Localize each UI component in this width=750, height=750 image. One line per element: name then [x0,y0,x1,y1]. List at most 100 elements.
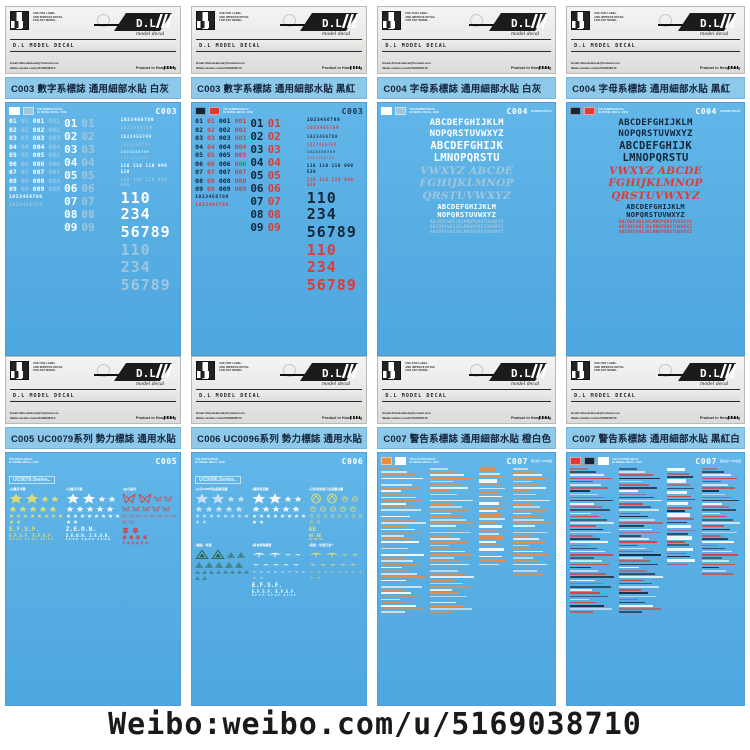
triangle-emblem-icon [244,570,250,574]
product-card-c005[interactable]: USE FOR LABEL. AND IMPROVE DETAIL FOR AN… [0,350,186,706]
color-swatch [9,107,20,115]
wing-emblem-icon [284,553,292,557]
decal-sheet-preview[interactable]: THE CAUTION DECAL DL MODEL DECAL. C007 C0… [566,452,745,706]
caution-line [512,499,550,502]
brand-name: D.L MODEL DECAL [199,392,261,399]
svg-text:model decal: model decal [136,381,165,387]
caution-line [429,563,470,566]
decal-sheet-preview[interactable]: THE NUMBER DECAL DL MODEL DECAL. C004 C00… [566,102,745,356]
caution-column [570,468,616,614]
wing-emblem-icon [358,571,363,574]
product-title: C004 字母系標誌 通用細部水貼 黑紅 [566,77,745,99]
product-card-c006[interactable]: USE FOR LABEL. AND IMPROVE DETAIL FOR AN… [186,350,372,706]
dl-model-decal-logo: D.L model decal [467,359,553,389]
zeon-emblem-icon [9,520,14,524]
wing-emblem-icon [269,552,281,558]
zeon-emblem-icon [65,520,71,524]
caution-line [667,495,692,498]
caution-line [570,522,615,524]
contact-email: Email:dlmodeldecal@hotmail.com [10,61,59,66]
caution-line [618,550,654,553]
force-emblem-icon [132,506,141,512]
dl-model-decal-logo: D.L model decal [656,9,742,39]
caution-line [618,601,646,604]
caution-line [701,528,731,531]
caution-line [570,605,605,607]
caution-line [381,499,425,502]
anaheim-badge-icon [339,506,346,512]
caution-line [429,570,459,572]
caution-line [381,554,424,556]
contact-weibo: Weibo:weibo.com/u/5169038710 [196,415,242,420]
wing-emblem-icon [325,552,338,558]
caution-line [618,560,651,563]
qr-code-icon [571,11,591,30]
svg-text:model decal: model decal [322,31,351,37]
decal-sheet-preview[interactable]: THE NUMBER DECAL DL MODEL DECAL. C003 C00… [191,102,368,356]
caution-line [570,595,608,598]
decal-number-row: 09 09 009 009 [195,185,247,193]
decal-sheet-preview[interactable]: THE FORCE DECAL DL MODEL DECAL. C005 C005… [5,452,182,706]
caution-line [701,471,725,473]
contact-weibo: Weibo:weibo.com/u/5169038710 [571,65,617,70]
caution-line [701,560,729,563]
triangle-emblem-icon [195,562,204,568]
decal-sheet-preview[interactable]: THE CAUTION DECAL DL MODEL DECAL. C007 C0… [377,452,557,706]
decal-number-row: 05 05 005 005 [195,151,247,159]
product-card-c003-black-red[interactable]: USE FOR LABEL. AND IMPROVE DETAIL FOR AN… [186,0,372,356]
zeon-emblem-icon [282,506,290,512]
caution-line [618,585,660,588]
decal-sheet-preview[interactable]: THE FORCE DECAL DL MODEL DECAL. C006 C006… [191,452,368,706]
caution-line [478,487,506,490]
contact-info: Email:dlmodeldecal@hotmail.com Weibo:weib… [571,61,620,70]
contact-weibo: Weibo:weibo.com/u/5169038710 [382,65,428,70]
decal-digit-strip: 1023456789 [306,118,341,123]
caution-block [478,502,500,506]
zeon-emblem-icon [29,506,37,512]
brand-name: D.L MODEL DECAL [574,392,636,399]
caution-line [381,566,402,569]
caution-line [512,550,543,553]
decal-big-number: 110 234 [306,241,337,276]
caution-line [570,503,595,505]
product-card-c003-white-grey[interactable]: USE FOR LABEL. AND IMPROVE DETAIL FOR AN… [0,0,186,356]
zeon-emblem-icon [72,520,78,524]
decal-digit-strip: 1023456789 [120,156,149,161]
decal-sheet-preview[interactable]: THE NUMBER DECAL DL MODEL DECAL. C003 C00… [5,102,182,356]
product-card-c004-white-grey[interactable]: USE FOR LABEL. AND IMPROVE DETAIL FOR AN… [372,0,561,356]
wing-emblem-icon [344,571,349,574]
caution-block [478,536,504,540]
caution-line [381,592,411,594]
caution-line [381,468,400,470]
caution-line [701,468,718,470]
caution-line [618,477,661,480]
sheet-tiny-label: THE NUMBER DECAL DL MODEL DECAL. C003 [37,107,67,114]
wing-emblem-icon [294,571,299,574]
product-card-c007-orange-white[interactable]: USE FOR LABEL. AND IMPROVE DETAIL FOR AN… [372,350,561,706]
caution-column [381,468,427,614]
decal-sheet-preview[interactable]: THE NUMBER DECAL DL MODEL DECAL. C004 C00… [377,102,557,356]
wing-emblem-icon [337,571,342,574]
decal-alphabet-row: ABCDEFGHIJKLM [429,118,504,128]
anaheim-badge-icon [309,506,316,512]
emblem-text: E.F.S.F. [9,526,40,533]
brand-header: USE FOR LABEL. AND IMPROVE DETAIL FOR AN… [191,356,368,424]
caution-line [570,582,604,585]
emblem-group: 公元1996年位設旗花園 [195,487,250,541]
made-in-text: Product in Hong Kong [136,416,177,420]
product-card-c004-black-red[interactable]: USE FOR LABEL. AND IMPROVE DETAIL FOR AN… [561,0,750,356]
caution-line [570,525,596,527]
caution-line [381,541,420,543]
decal-alphabet-row: NOPQRSTUVWXYZ [618,128,693,139]
caution-line [618,483,650,486]
qr-code-icon [382,361,402,380]
product-card-c007-black-red-white[interactable]: USE FOR LABEL. AND IMPROVE DETAIL FOR AN… [561,350,750,706]
caution-line [618,468,638,470]
wing-emblem-icon [316,577,321,580]
caution-line [512,531,549,534]
caution-line [429,522,475,524]
wing-emblem-icon [252,564,260,567]
caution-line [618,595,657,598]
